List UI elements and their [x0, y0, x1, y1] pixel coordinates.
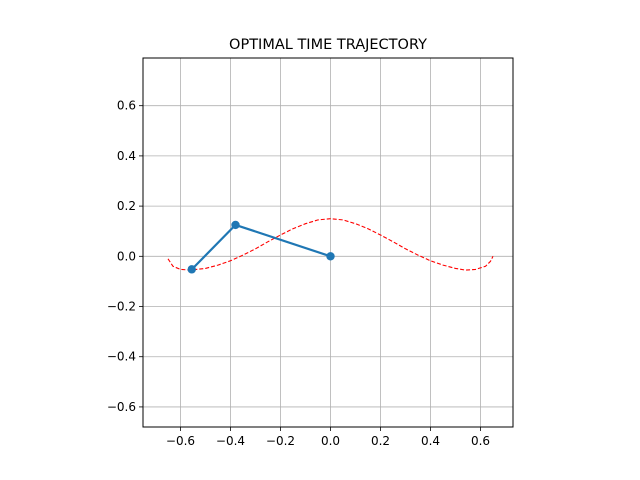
joint-marker	[326, 252, 335, 261]
y-tick-label: −0.6	[107, 400, 136, 414]
x-tick-label: 0.4	[421, 434, 440, 448]
plot-series	[167, 218, 494, 274]
reference-trajectory-line	[167, 218, 494, 271]
x-tick-label: −0.6	[166, 434, 195, 448]
y-tick-label: 0.6	[117, 99, 136, 113]
joint-marker	[231, 220, 240, 230]
y-axis: −0.6 −0.4 −0.2 0.0 0.2 0.4 0.6	[107, 99, 143, 414]
x-tick-label: −0.4	[216, 434, 245, 448]
y-tick-label: −0.4	[107, 350, 136, 364]
y-tick-label: −0.2	[107, 300, 136, 314]
x-tick-label: 0.0	[321, 434, 340, 448]
x-tick-label: −0.2	[266, 434, 295, 448]
x-axis: −0.6 −0.4 −0.2 0.0 0.2 0.4 0.6	[166, 427, 490, 448]
y-tick-label: 0.2	[117, 199, 136, 213]
chart-title: OPTIMAL TIME TRAJECTORY	[229, 37, 427, 53]
x-tick-label: 0.2	[371, 434, 390, 448]
plot-frame	[142, 57, 514, 428]
x-tick-label: 0.6	[471, 434, 490, 448]
y-tick-label: 0.4	[117, 149, 136, 163]
joint-marker	[187, 265, 196, 274]
y-tick-label: 0.0	[117, 249, 136, 263]
